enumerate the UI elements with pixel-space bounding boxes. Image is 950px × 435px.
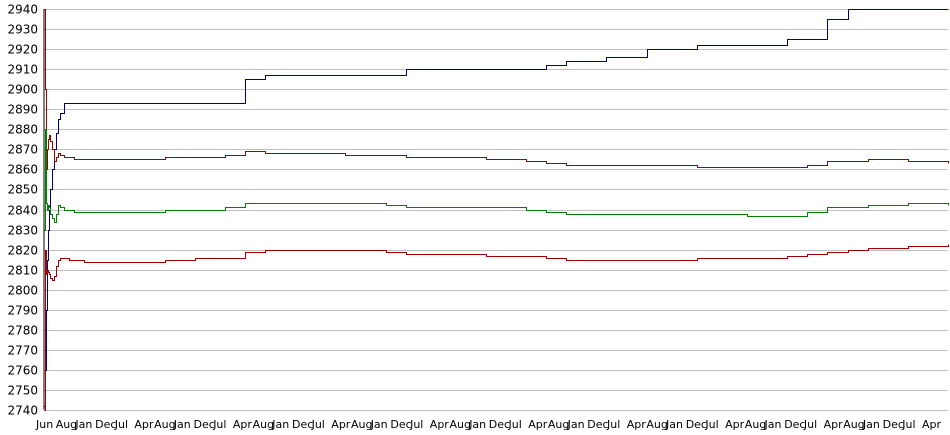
x-tick-label: Aug: [351, 418, 372, 431]
x-tick-label: Jul: [704, 418, 718, 431]
x-tick-label: Jan: [567, 418, 585, 431]
x-tick-label: Apr: [134, 418, 154, 431]
x-tick-label: Aug: [548, 418, 569, 431]
x-tick-label: Jul: [212, 418, 226, 431]
y-tick-label: 2860: [7, 163, 38, 177]
x-tick-label: Jan: [370, 418, 388, 431]
y-tick-label: 2820: [7, 244, 38, 258]
x-tick-label: Dec: [390, 418, 411, 431]
x-tick-label: Jan: [468, 418, 486, 431]
x-tick-label: Dec: [292, 418, 313, 431]
x-tick-label: Apr: [331, 418, 351, 431]
x-tick-label: Apr: [627, 418, 647, 431]
y-tick-label: 2910: [7, 63, 38, 77]
series-line-1: [44, 9, 949, 407]
series-line-4: [44, 244, 949, 411]
y-tick-label: 2810: [7, 264, 38, 278]
x-tick-label: Apr: [922, 418, 942, 431]
series-line-3: [44, 129, 949, 231]
series-line-2: [44, 9, 949, 170]
x-tick-label: Jun: [35, 418, 53, 431]
x-tick-label: Jan: [74, 418, 92, 431]
x-tick-label: Jul: [311, 418, 325, 431]
y-tick-label: 2830: [7, 224, 38, 238]
x-tick-label: Dec: [194, 418, 215, 431]
y-tick-label: 2870: [7, 143, 38, 157]
y-tick-label: 2900: [7, 83, 38, 97]
x-tick-label: Apr: [430, 418, 450, 431]
y-tick-label: 2920: [7, 43, 38, 57]
x-tick-label: Aug: [843, 418, 864, 431]
x-tick-label: Aug: [56, 418, 77, 431]
x-tick-label: Jan: [173, 418, 191, 431]
x-tick-label: Dec: [686, 418, 707, 431]
y-tick-label: 2770: [7, 344, 38, 358]
x-tick-label: Dec: [883, 418, 904, 431]
x-tick-label: Aug: [646, 418, 667, 431]
x-tick-label: Dec: [95, 418, 116, 431]
x-tick-label: Apr: [528, 418, 548, 431]
x-tick-label: Aug: [745, 418, 766, 431]
y-tick-label: 2890: [7, 103, 38, 117]
x-tick-label: Jul: [508, 418, 522, 431]
x-tick-label: Dec: [784, 418, 805, 431]
x-tick-label: Aug: [154, 418, 175, 431]
y-tick-label: 2740: [7, 404, 38, 418]
x-tick-label: Jan: [764, 418, 782, 431]
y-tick-label: 2840: [7, 204, 38, 218]
y-tick-label: 2930: [7, 23, 38, 37]
x-tick-label: Jan: [665, 418, 683, 431]
x-tick-label: Jul: [901, 418, 915, 431]
x-tick-label: Jul: [803, 418, 817, 431]
y-tick-label: 2760: [7, 364, 38, 378]
x-tick-label: Dec: [587, 418, 608, 431]
x-tick-label: Apr: [725, 418, 745, 431]
y-tick-labels: 2740 2750 2760 2770 2780 2790 2800 2810 2820 2830…: [7, 3, 38, 418]
x-tick-label: Jan: [862, 418, 880, 431]
y-tick-label: 2940: [7, 3, 38, 17]
x-tick-label: Jul: [114, 418, 128, 431]
x-tick-label: Apr: [824, 418, 844, 431]
x-tick-label: Jan: [271, 418, 289, 431]
x-tick-label: Jul: [606, 418, 620, 431]
series-lines: [44, 9, 949, 411]
y-tick-label: 2790: [7, 304, 38, 318]
x-tick-label: Jul: [409, 418, 423, 431]
x-tick-label: Dec: [489, 418, 510, 431]
y-tick-label: 2850: [7, 183, 38, 197]
y-tick-label: 2750: [7, 384, 38, 398]
y-tick-label: 2780: [7, 324, 38, 338]
x-tick-label: Apr: [233, 418, 253, 431]
x-tick-label: Aug: [253, 418, 274, 431]
y-tick-label: 2800: [7, 284, 38, 298]
x-tick-label: Aug: [450, 418, 471, 431]
y-tick-label: 2880: [7, 123, 38, 137]
